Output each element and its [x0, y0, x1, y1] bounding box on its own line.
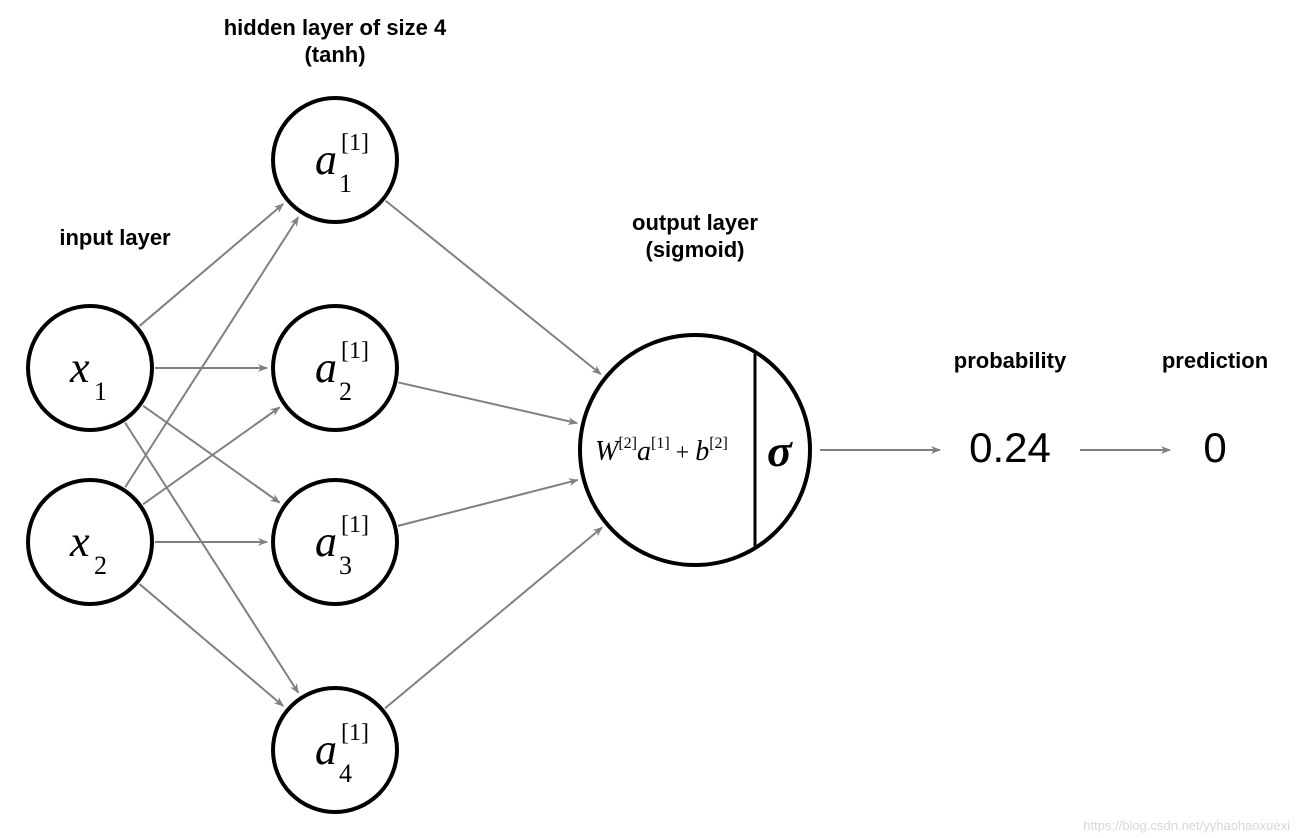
node-sub-a2: 2 — [339, 377, 352, 406]
node-label-a4: a — [315, 725, 337, 774]
edge-x1-a1 — [140, 204, 284, 326]
node-sub-x2: 2 — [94, 551, 107, 580]
node-label-a3: a — [315, 517, 337, 566]
node-label-a2: a — [315, 343, 337, 392]
input-layer-title: input layer — [59, 225, 171, 250]
node-label-x1: x — [69, 343, 90, 392]
node-x1: x1 — [28, 306, 152, 430]
edge-a3-out — [398, 480, 578, 526]
edge-x2-a4 — [140, 584, 284, 706]
edge-x1-a3 — [143, 406, 280, 503]
node-sup-a1: [1] — [341, 130, 369, 156]
node-sub-a3: 3 — [339, 551, 352, 580]
node-sup-a3: [1] — [341, 512, 369, 538]
edge-a1-out — [386, 201, 601, 374]
node-a1: a[1] 1 — [273, 98, 397, 222]
hidden-layer-title-line2: (tanh) — [304, 42, 365, 67]
edge-a4-out — [385, 527, 602, 708]
node-sup-a2: [1] — [341, 338, 369, 364]
node-a4: a[1] 4 — [273, 688, 397, 812]
output-layer-title-line1: output layer — [632, 210, 758, 235]
node-sup-a4: [1] — [341, 720, 369, 746]
node-sub-a4: 4 — [339, 759, 352, 788]
probability-value: 0.24 — [969, 424, 1051, 471]
node-sub-x1: 1 — [94, 377, 107, 406]
output-formula: W[2]a[1] + b[2] — [595, 435, 728, 467]
output-layer-title-line2: (sigmoid) — [646, 237, 745, 262]
node-a3: a[1] 3 — [273, 480, 397, 604]
node-x2: x2 — [28, 480, 152, 604]
nn-diagram: input layer hidden layer of size 4 (tanh… — [0, 0, 1298, 838]
prediction-value: 0 — [1203, 424, 1226, 471]
probability-title: probability — [954, 348, 1067, 373]
prediction-title: prediction — [1162, 348, 1268, 373]
edge-a2-out — [398, 382, 577, 423]
hidden-layer-title-line1: hidden layer of size 4 — [224, 15, 447, 40]
node-label-x2: x — [69, 517, 90, 566]
sigma-symbol: σ — [767, 425, 793, 476]
output-node: W[2]a[1] + b[2] σ — [580, 335, 810, 565]
watermark: https://blog.csdn.net/yyhaohaoxuexi — [1083, 818, 1290, 833]
node-label-a1: a — [315, 135, 337, 184]
edge-x2-a2 — [143, 407, 280, 504]
edges-group — [125, 201, 602, 709]
node-a2: a[1] 2 — [273, 306, 397, 430]
node-sub-a1: 1 — [339, 169, 352, 198]
